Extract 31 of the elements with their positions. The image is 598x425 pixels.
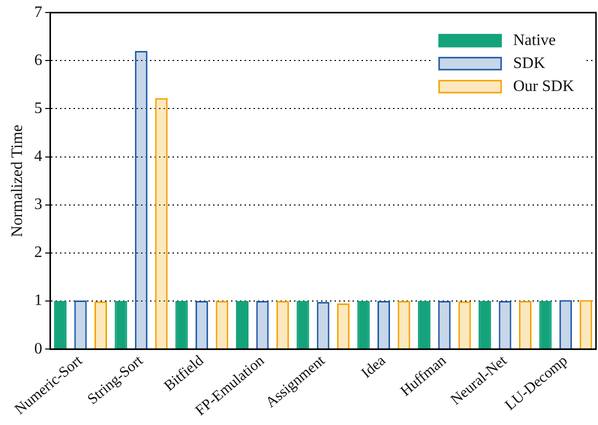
legend-label: SDK <box>513 54 546 72</box>
bar <box>74 300 87 349</box>
bar <box>377 301 390 349</box>
bar <box>438 301 451 349</box>
bar <box>256 301 269 349</box>
bar <box>316 302 330 349</box>
y-tick-label: 6 <box>34 52 42 69</box>
y-tick-label: 0 <box>34 340 42 358</box>
y-tick-label: 7 <box>34 4 42 21</box>
bar <box>94 302 108 349</box>
y-tick-label: 4 <box>34 148 42 166</box>
y-tick-label: 1 <box>34 292 42 310</box>
x-tick-label: Idea <box>358 352 390 382</box>
bar <box>196 301 208 349</box>
y-tick-label: 3 <box>34 196 42 214</box>
bar <box>216 301 228 349</box>
bar <box>276 301 289 349</box>
bar <box>155 98 168 349</box>
legend-label: Our SDK <box>513 78 574 95</box>
y-tick-label: 2 <box>34 244 42 262</box>
bar <box>134 51 148 349</box>
bar <box>458 302 471 349</box>
bar <box>518 301 532 349</box>
bar <box>337 303 350 349</box>
bar <box>559 300 572 349</box>
bar <box>498 301 512 349</box>
bar <box>580 300 592 349</box>
legend-label: Native <box>513 32 556 49</box>
y-axis-title: Normalized Time <box>8 124 26 238</box>
bar <box>398 301 410 349</box>
y-tick-label: 5 <box>34 100 42 117</box>
